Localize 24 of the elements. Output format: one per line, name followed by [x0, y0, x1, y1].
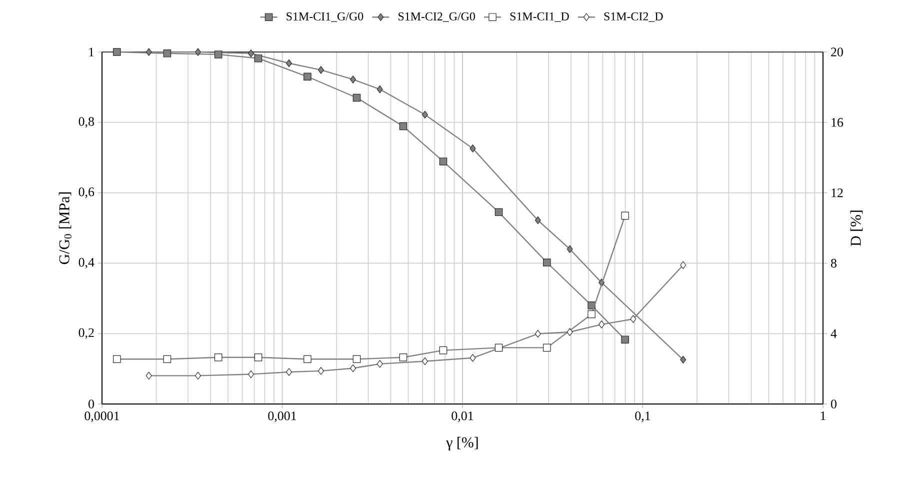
- y2-tick-label: 0: [830, 400, 836, 408]
- x-tick-label: 1: [820, 412, 826, 420]
- y-tick-label: 0,8: [78, 117, 94, 128]
- y-axis-title: G/G$_{0}$ [MPa]: [58, 192, 72, 264]
- x-tick-label: 0,01: [452, 412, 474, 422]
- x-tick-label: 0,1: [635, 412, 650, 422]
- y-tick-label: 0,2: [78, 328, 94, 339]
- x-tick-label: 0,0001: [84, 412, 120, 422]
- y2-tick-label: 8: [830, 258, 836, 268]
- y2-tick-label: 4: [830, 329, 837, 338]
- y-tick-label: 0,6: [78, 188, 94, 198]
- legend-label: S1M-CI1_D: [510, 12, 569, 22]
- y2-tick-label: 12: [832, 188, 843, 198]
- x-tick-label: 0,001: [268, 412, 296, 422]
- y2-tick-label: 20: [831, 48, 843, 56]
- y-tick-label: 1: [89, 48, 94, 56]
- legend-label: S1M-CI2_G/G0: [398, 12, 475, 22]
- legend-label: S1M-CI1_G/G0: [286, 12, 364, 22]
- legend-label: S1M-CI2_D: [604, 12, 663, 22]
- y-tick-label: 0: [88, 400, 94, 408]
- y2-axis-title: D [%]: [850, 210, 863, 246]
- y-tick-label: 0,4: [78, 258, 94, 269]
- x-axis-title: γ [%]: [446, 436, 478, 450]
- y2-tick-label: 16: [832, 118, 844, 127]
